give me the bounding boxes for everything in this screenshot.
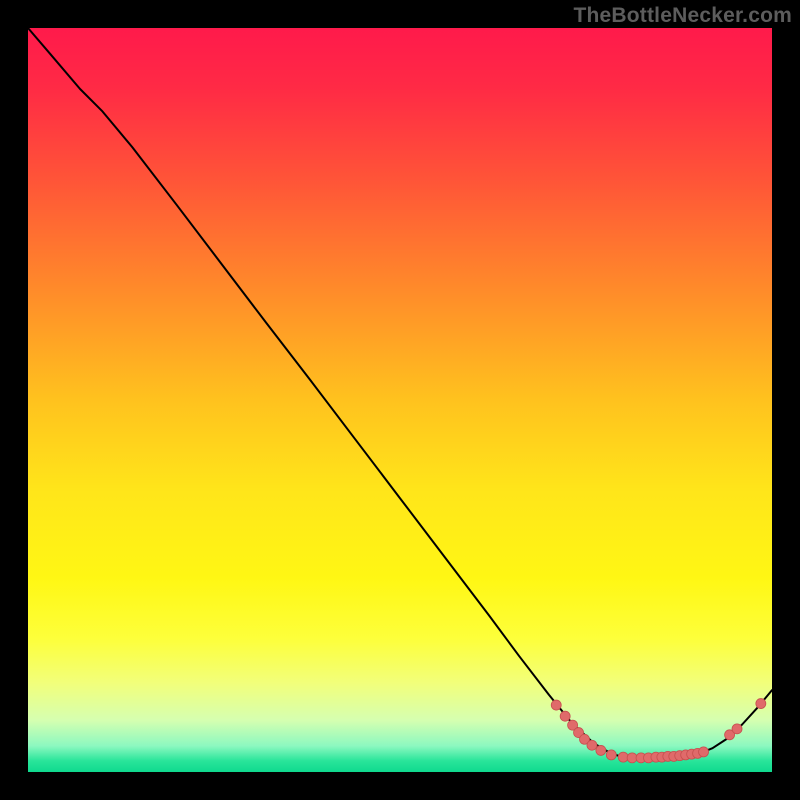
data-marker bbox=[618, 752, 628, 762]
data-marker bbox=[756, 699, 766, 709]
plot-area bbox=[28, 28, 772, 772]
data-marker bbox=[560, 711, 570, 721]
chart-frame: TheBottleNecker.com bbox=[0, 0, 800, 800]
data-marker bbox=[596, 745, 606, 755]
data-marker bbox=[551, 700, 561, 710]
plot-svg bbox=[28, 28, 772, 772]
data-marker bbox=[627, 753, 637, 763]
data-marker bbox=[732, 724, 742, 734]
data-marker bbox=[587, 740, 597, 750]
data-marker bbox=[699, 747, 709, 757]
data-marker bbox=[606, 750, 616, 760]
bottleneck-curve bbox=[28, 28, 772, 759]
watermark-text: TheBottleNecker.com bbox=[573, 4, 792, 28]
